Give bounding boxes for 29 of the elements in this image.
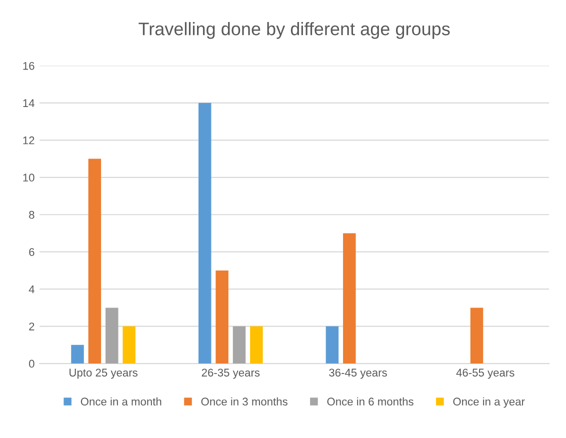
y-tick-label: 14 — [23, 99, 34, 107]
bar — [71, 344, 84, 364]
y-tick-label: 2 — [29, 322, 34, 330]
x-tick-label: 26-35 years — [202, 368, 260, 379]
bar — [198, 102, 212, 364]
x-tick-label: 46-55 years — [456, 368, 514, 379]
y-tick-label: 8 — [29, 210, 34, 219]
bar — [106, 308, 118, 364]
bar — [88, 158, 102, 364]
y-tick-label: 6 — [29, 248, 34, 256]
x-tick-label: 36-45 years — [329, 368, 387, 379]
y-tick-label: 0 — [29, 360, 34, 368]
bar — [216, 270, 228, 364]
y-tick-label: 10 — [23, 174, 34, 182]
bar — [250, 326, 263, 364]
y-tick-label: 16 — [23, 62, 34, 70]
bar — [343, 233, 356, 364]
bar — [326, 326, 339, 364]
y-tick-label: 4 — [28, 285, 34, 294]
bar — [232, 326, 246, 364]
legend-label: Once in a year — [453, 397, 525, 408]
chart-title: Travelling done by different age groups — [138, 22, 450, 39]
legend-label: Once in a month — [80, 397, 162, 406]
bar — [470, 308, 484, 364]
y-tick-label: 12 — [23, 136, 34, 144]
x-tick-label: Upto 25 years — [70, 368, 138, 379]
bar — [122, 326, 136, 364]
legend-label: Once in 3 months — [201, 397, 288, 406]
legend-label: Once in 6 months — [327, 397, 414, 406]
